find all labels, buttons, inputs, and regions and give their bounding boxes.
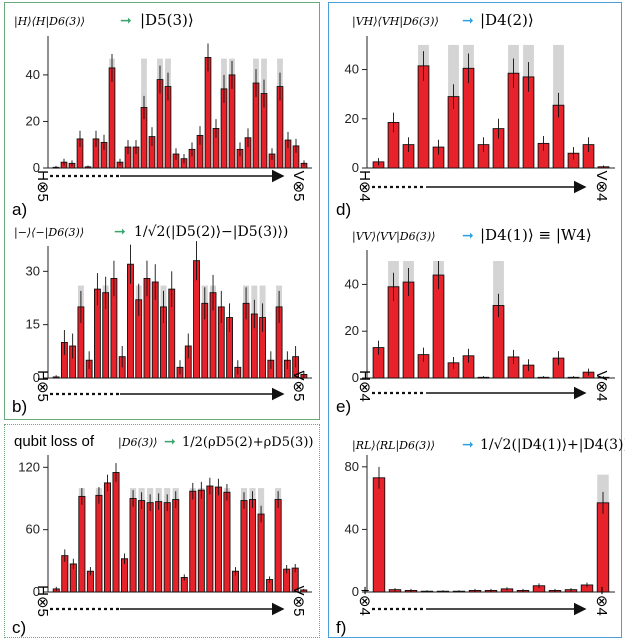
ytick-label-f: 40 bbox=[345, 521, 359, 536]
end-label-f: −⊗4 bbox=[593, 586, 610, 616]
title-e-left: |VV⟩⟨VV|D6(3)⟩ bbox=[352, 230, 435, 244]
ytick-label-a: 0 bbox=[33, 160, 40, 175]
bar-c bbox=[146, 502, 154, 593]
bar-c bbox=[240, 500, 248, 593]
bar-c bbox=[206, 485, 214, 593]
bar-c bbox=[112, 472, 120, 593]
title-c-right: 1/2(ρD5(2)+ρD5(3)) bbox=[182, 435, 313, 450]
chart-d: 0 20 40 H⊗4 V⊗4 bbox=[345, 36, 615, 202]
bar-c bbox=[163, 502, 171, 593]
title-e-right: |D4(1)⟩ ≡ |W4⟩ bbox=[480, 226, 592, 244]
panel-label-d: d) bbox=[336, 200, 351, 219]
title-f: |RL⟩⟨RL|D6(3)⟩ ➞ 1/√2(|D4(1)⟩+|D4(3)⟩) bbox=[352, 437, 625, 453]
ytick-label-d: 20 bbox=[345, 111, 359, 126]
end-label-e: V⊗4 bbox=[593, 371, 610, 402]
bar-c bbox=[257, 513, 265, 593]
bar-c bbox=[249, 499, 257, 593]
start-label-b: H⊗5 bbox=[34, 370, 51, 402]
bar-d bbox=[462, 67, 475, 169]
title-a-arrow: ➞ bbox=[120, 13, 132, 29]
chart-f: 0 40 80 +⊗4 −⊗4 bbox=[345, 455, 615, 616]
end-label-b: V⊗5 bbox=[290, 371, 307, 402]
bar-c bbox=[129, 498, 137, 593]
panel-frame-dotted bbox=[4, 424, 320, 638]
bar-a bbox=[108, 67, 116, 169]
title-e: |VV⟩⟨VV|D6(3)⟩ ➞ |D4(1)⟩ ≡ |W4⟩ bbox=[352, 226, 592, 244]
panel-label-a: a) bbox=[12, 200, 27, 219]
ytick-label-b: 15 bbox=[26, 317, 40, 332]
ytick-label-d: 40 bbox=[345, 62, 359, 77]
title-d-arrow: ➞ bbox=[462, 13, 474, 29]
bar-a bbox=[204, 57, 212, 169]
end-label-d: V⊗4 bbox=[593, 171, 610, 202]
ytick-label-e: 40 bbox=[345, 276, 359, 291]
bar-c bbox=[189, 490, 197, 593]
ytick-label-a: 20 bbox=[26, 113, 40, 128]
panel-label-c: c) bbox=[12, 618, 26, 637]
title-d-right: |D4(2)⟩ bbox=[480, 11, 534, 29]
title-c-arrow: ➞ bbox=[164, 434, 176, 450]
ytick-label-d: 0 bbox=[352, 160, 359, 175]
panel-label-e: e) bbox=[336, 397, 351, 416]
title-c: qubit loss of |D6(3)⟩ ➞ 1/2(ρD5(2)+ρD5(3… bbox=[14, 433, 313, 450]
title-b: |−⟩⟨−|D6(3)⟩ ➞ 1/√2(|D5(2)⟩−|D5(3)⟩) bbox=[14, 224, 288, 240]
end-label-c: V⊗5 bbox=[290, 586, 307, 617]
bar-c bbox=[103, 482, 111, 593]
title-b-right: 1/√2(|D5(2)⟩−|D5(3)⟩) bbox=[134, 224, 288, 240]
panel-label-b: b) bbox=[12, 397, 27, 416]
title-f-arrow: ➞ bbox=[462, 437, 474, 453]
bar-c bbox=[138, 500, 146, 593]
start-label-f: +⊗4 bbox=[356, 586, 373, 616]
title-c-left: |D6(3)⟩ bbox=[118, 436, 157, 450]
chart-e: 0 20 40 H⊗4 V⊗4 bbox=[345, 250, 615, 402]
bar-c bbox=[274, 499, 282, 593]
bar-c bbox=[172, 499, 180, 593]
chart-b: 0 15 30 H⊗5 V⊗5 bbox=[26, 241, 312, 402]
title-f-right: 1/√2(|D4(1)⟩+|D4(3)⟩) bbox=[480, 437, 625, 453]
title-a-left: |H⟩⟨H|D6(3)⟩ bbox=[14, 15, 85, 29]
bar-c bbox=[214, 486, 222, 593]
ytick-label-c: 60 bbox=[26, 522, 40, 537]
bar-d bbox=[417, 65, 430, 169]
ytick-label-e: 0 bbox=[352, 370, 359, 385]
bar-c bbox=[223, 491, 231, 593]
ytick-label-a: 40 bbox=[26, 67, 40, 82]
ytick-label-f: 80 bbox=[345, 459, 359, 474]
bar-f bbox=[372, 477, 386, 593]
panel-frame-green bbox=[4, 2, 320, 420]
bar-c bbox=[197, 489, 205, 593]
title-d-left: |VH⟩⟨VH|D6(3)⟩ bbox=[352, 15, 439, 29]
ytick-label-f: 0 bbox=[352, 584, 359, 599]
title-b-arrow: ➞ bbox=[114, 224, 126, 240]
chart-a: 0 20 40 H⊗5 V⊗5 bbox=[26, 36, 312, 202]
start-label-e: H⊗4 bbox=[356, 370, 373, 402]
title-e-arrow: ➞ bbox=[462, 228, 474, 244]
start-label-d: H⊗4 bbox=[356, 170, 373, 202]
title-c-prefix: qubit loss of bbox=[14, 433, 95, 450]
start-label-c: H⊗5 bbox=[34, 585, 51, 617]
ytick-label-b: 30 bbox=[26, 263, 40, 278]
chart-c: 0 60 120 H⊗5 V⊗5 bbox=[18, 455, 312, 617]
title-b-left: |−⟩⟨−|D6(3)⟩ bbox=[14, 226, 84, 240]
ytick-label-e: 20 bbox=[345, 323, 359, 338]
title-f-left: |RL⟩⟨RL|D6(3)⟩ bbox=[352, 439, 435, 453]
ytick-label-c: 0 bbox=[33, 584, 40, 599]
bar-e bbox=[402, 281, 415, 379]
panel-frame-blue bbox=[328, 2, 622, 638]
start-label-a: H⊗5 bbox=[34, 170, 51, 202]
title-a-right: |D5(3)⟩ bbox=[140, 11, 194, 29]
plots-layer: 0 20 40 H⊗5 V⊗5 0 15 30 H⊗5 V⊗5 0 60 120 H⊗5 V⊗5 0 20 40 H… bbox=[18, 36, 615, 617]
bar-c bbox=[95, 494, 103, 593]
bar-c bbox=[155, 501, 163, 593]
title-a: |H⟩⟨H|D6(3)⟩ ➞ |D5(3)⟩ bbox=[14, 11, 194, 29]
ytick-label-b: 0 bbox=[33, 370, 40, 385]
bar-f bbox=[596, 502, 610, 593]
bar-c bbox=[78, 495, 86, 593]
title-d: |VH⟩⟨VH|D6(3)⟩ ➞ |D4(2)⟩ bbox=[352, 11, 534, 29]
panel-label-f: f) bbox=[336, 618, 346, 637]
end-label-a: V⊗5 bbox=[290, 171, 307, 202]
ytick-label-c: 120 bbox=[18, 459, 40, 474]
bar-e bbox=[432, 274, 445, 379]
